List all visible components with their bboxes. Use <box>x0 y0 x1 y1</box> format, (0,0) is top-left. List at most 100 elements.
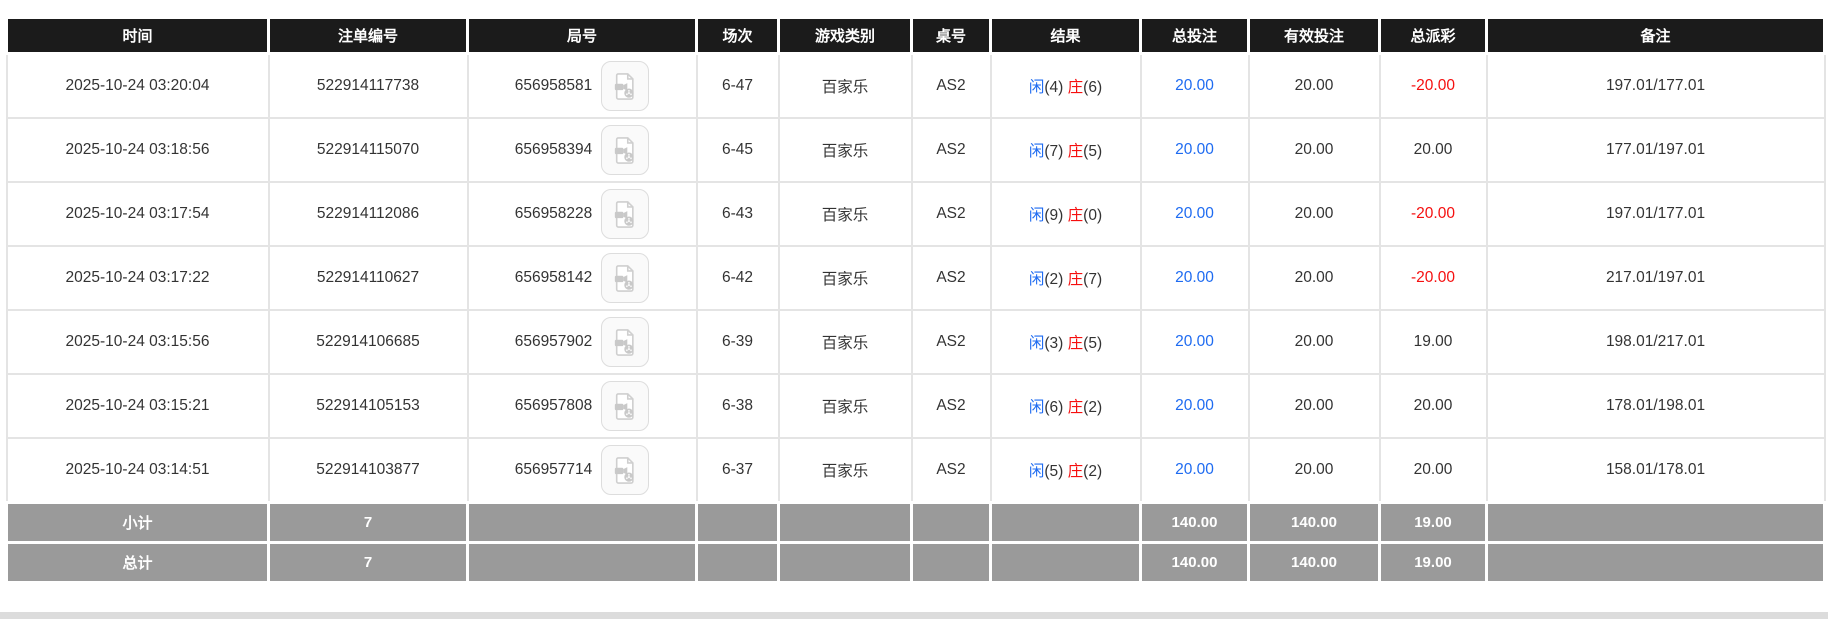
summary-valid-bet: 140.00 <box>1247 501 1381 544</box>
cell-session: 6-39 <box>695 309 780 375</box>
cell-time: 2025-10-24 03:18:56 <box>5 117 270 183</box>
player-score: (5) <box>1044 463 1064 480</box>
banker-label: 庄 <box>1067 207 1084 224</box>
summary-empty-session <box>695 541 780 584</box>
cell-bet-id: 522914106685 <box>267 309 469 375</box>
cell-result: 闲(6) 庄(2) <box>989 373 1142 439</box>
cell-payout: 19.00 <box>1378 309 1488 375</box>
video-file-icon <box>615 201 634 228</box>
cell-bet-id: 522914117738 <box>267 52 469 119</box>
player-label: 闲 <box>1028 207 1045 224</box>
cell-round-id: 656958394 <box>466 117 698 183</box>
col-header-time: 时间 <box>5 16 270 55</box>
cell-total-bet: 20.00 <box>1139 181 1250 247</box>
header-row: 时间 注单编号 局号 场次 游戏类别 桌号 结果 总投注 有效投注 总派彩 备注 <box>5 16 1826 55</box>
col-header-game-type: 游戏类别 <box>777 16 913 55</box>
banker-label: 庄 <box>1067 335 1084 352</box>
cell-time: 2025-10-24 03:15:56 <box>5 309 270 375</box>
cell-session: 6-45 <box>695 117 780 183</box>
cell-remark: 217.01/197.01 <box>1485 245 1826 311</box>
cell-remark: 178.01/198.01 <box>1485 373 1826 439</box>
video-replay-button[interactable] <box>601 61 650 111</box>
summary-row: 小计 7 140.00 140.00 19.00 <box>5 501 1826 544</box>
cell-time: 2025-10-24 03:17:54 <box>5 181 270 247</box>
cell-round-id: 656957902 <box>466 309 698 375</box>
player-score: (9) <box>1044 207 1064 224</box>
cell-bet-id: 522914103877 <box>267 437 469 504</box>
cell-round-id: 656958581 <box>466 52 698 119</box>
cell-game-type: 百家乐 <box>777 373 913 439</box>
cell-round-id: 656958142 <box>466 245 698 311</box>
bet-table-foot: 小计 7 140.00 140.00 19.00 总计 7 140.00 140… <box>5 501 1826 584</box>
summary-row: 总计 7 140.00 140.00 19.00 <box>5 541 1826 584</box>
cell-session: 6-42 <box>695 245 780 311</box>
player-score: (3) <box>1044 335 1064 352</box>
cell-payout: 20.00 <box>1378 373 1488 439</box>
col-header-table-no: 桌号 <box>910 16 992 55</box>
page-bottom-divider <box>0 612 1828 619</box>
round-number: 656957714 <box>514 461 593 478</box>
summary-empty-result <box>989 501 1142 544</box>
cell-result: 闲(4) 庄(6) <box>989 52 1142 119</box>
video-replay-button[interactable] <box>601 381 650 431</box>
cell-bet-id: 522914112086 <box>267 181 469 247</box>
cell-remark: 198.01/217.01 <box>1485 309 1826 375</box>
video-replay-button[interactable] <box>601 125 650 175</box>
cell-total-bet: 20.00 <box>1139 373 1250 439</box>
round-number: 656958581 <box>514 77 593 94</box>
cell-valid-bet: 20.00 <box>1247 437 1381 504</box>
col-header-payout: 总派彩 <box>1378 16 1488 55</box>
banker-score: (6) <box>1083 79 1103 96</box>
banker-score: (5) <box>1083 335 1103 352</box>
cell-table-no: AS2 <box>910 373 992 439</box>
summary-label: 小计 <box>5 501 270 544</box>
cell-table-no: AS2 <box>910 245 992 311</box>
video-replay-button[interactable] <box>601 317 650 367</box>
banker-label: 庄 <box>1067 463 1084 480</box>
summary-empty-table <box>910 501 992 544</box>
banker-score: (5) <box>1083 143 1103 160</box>
cell-game-type: 百家乐 <box>777 245 913 311</box>
cell-remark: 197.01/177.01 <box>1485 52 1826 119</box>
player-label: 闲 <box>1028 79 1045 96</box>
cell-round-id: 656958228 <box>466 181 698 247</box>
cell-time: 2025-10-24 03:20:04 <box>5 52 270 119</box>
cell-result: 闲(7) 庄(5) <box>989 117 1142 183</box>
table-row: 2025-10-24 03:17:22 522914110627 6569581… <box>5 245 1826 311</box>
col-header-remark: 备注 <box>1485 16 1826 55</box>
cell-result: 闲(5) 庄(2) <box>989 437 1142 504</box>
cell-game-type: 百家乐 <box>777 117 913 183</box>
cell-remark: 158.01/178.01 <box>1485 437 1826 504</box>
cell-bet-id: 522914105153 <box>267 373 469 439</box>
cell-valid-bet: 20.00 <box>1247 117 1381 183</box>
summary-count: 7 <box>267 541 469 584</box>
video-replay-button[interactable] <box>601 189 650 239</box>
col-header-total-bet: 总投注 <box>1139 16 1250 55</box>
video-replay-button[interactable] <box>601 445 650 495</box>
cell-table-no: AS2 <box>910 181 992 247</box>
video-replay-button[interactable] <box>601 253 650 303</box>
video-file-icon <box>615 329 634 356</box>
summary-empty-session <box>695 501 780 544</box>
cell-game-type: 百家乐 <box>777 181 913 247</box>
banker-score: (2) <box>1083 463 1103 480</box>
banker-score: (7) <box>1083 271 1103 288</box>
cell-result: 闲(3) 庄(5) <box>989 309 1142 375</box>
cell-bet-id: 522914115070 <box>267 117 469 183</box>
round-number: 656958142 <box>514 269 593 286</box>
summary-payout: 19.00 <box>1378 501 1488 544</box>
cell-valid-bet: 20.00 <box>1247 309 1381 375</box>
cell-round-id: 656957714 <box>466 437 698 504</box>
banker-label: 庄 <box>1067 271 1084 288</box>
player-score: (4) <box>1044 79 1064 96</box>
cell-valid-bet: 20.00 <box>1247 52 1381 119</box>
summary-total-bet: 140.00 <box>1139 541 1250 584</box>
cell-payout: -20.00 <box>1378 181 1488 247</box>
summary-payout: 19.00 <box>1378 541 1488 584</box>
summary-empty-round <box>466 541 698 584</box>
round-number: 656957902 <box>514 333 593 350</box>
cell-table-no: AS2 <box>910 52 992 119</box>
bet-table-body: 2025-10-24 03:20:04 522914117738 6569585… <box>5 52 1826 504</box>
player-score: (6) <box>1044 399 1064 416</box>
video-file-icon <box>615 137 634 164</box>
